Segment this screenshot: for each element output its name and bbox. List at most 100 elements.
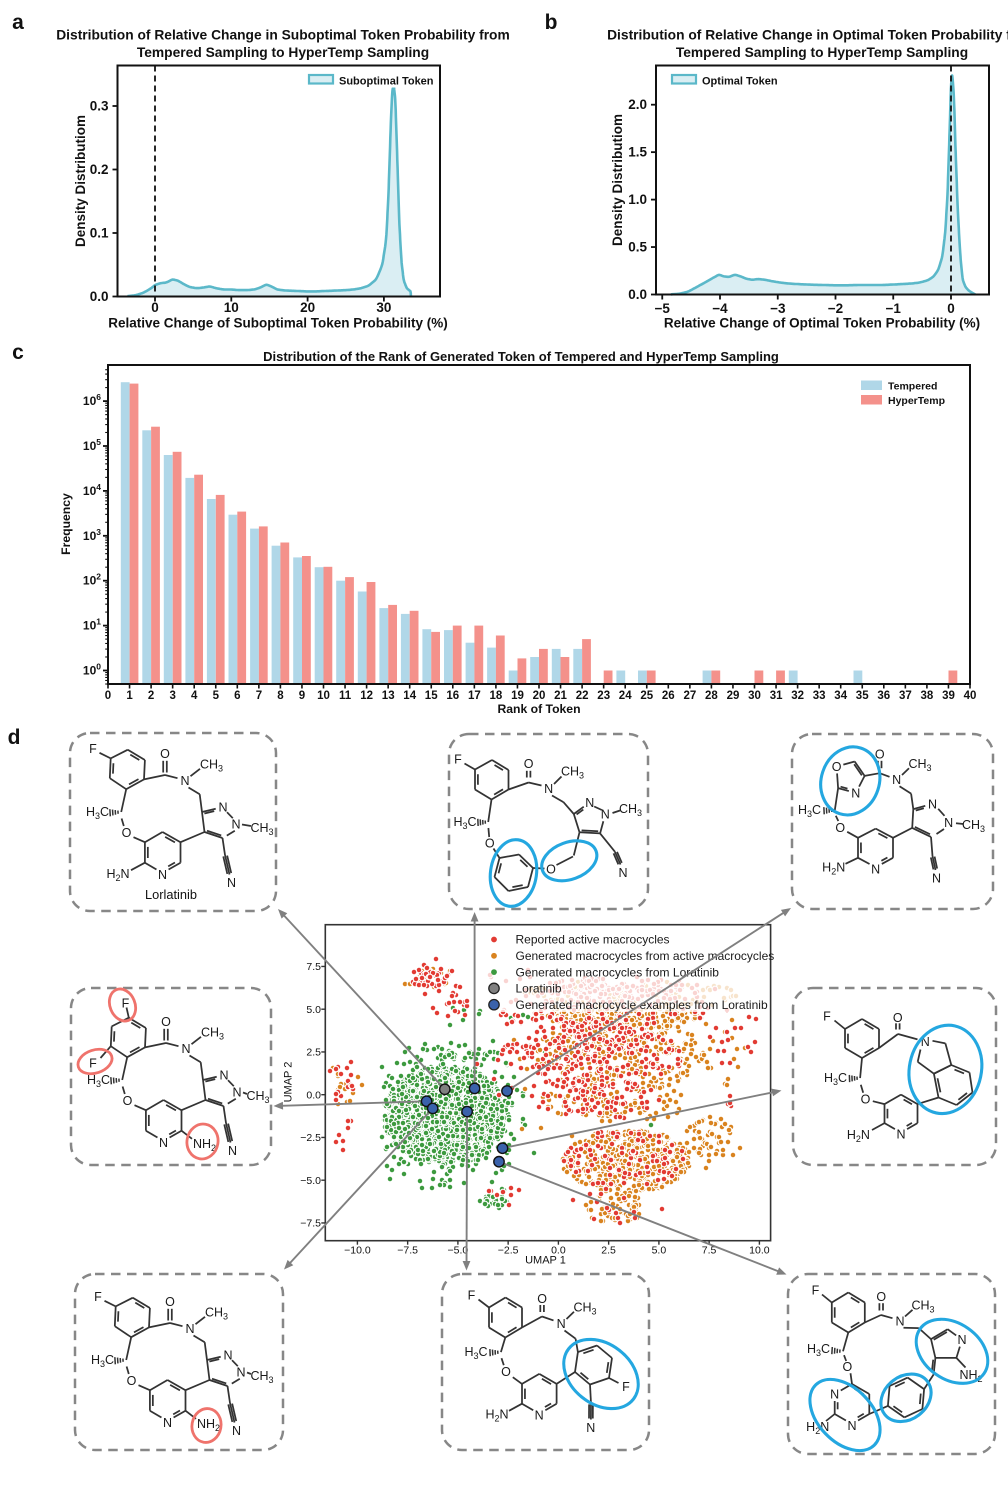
svg-text:21: 21 <box>554 690 567 702</box>
svg-text:Generated macrocycles from act: Generated macrocycles from active macroc… <box>516 949 775 963</box>
svg-text:−2: −2 <box>828 301 843 316</box>
svg-text:−5: −5 <box>654 301 670 316</box>
svg-text:5.0: 5.0 <box>652 1245 667 1257</box>
svg-text:Tempered Sampling to HyperTemp: Tempered Sampling to HyperTemp Sampling <box>137 45 429 60</box>
svg-text:N: N <box>227 876 236 890</box>
svg-text:−5.0: −5.0 <box>448 1245 469 1257</box>
svg-text:O: O <box>861 1093 871 1107</box>
svg-text:O: O <box>843 1360 853 1374</box>
svg-text:N: N <box>895 1314 904 1328</box>
svg-text:O: O <box>835 821 845 835</box>
svg-text:22: 22 <box>576 690 589 702</box>
svg-text:9: 9 <box>299 690 305 702</box>
svg-text:Rank of Token: Rank of Token <box>497 702 580 716</box>
svg-text:O: O <box>127 1374 137 1388</box>
svg-text:40: 40 <box>964 690 977 702</box>
svg-text:29: 29 <box>727 690 740 702</box>
svg-text:CH3: CH3 <box>205 1306 228 1322</box>
svg-text:N: N <box>236 1366 245 1380</box>
svg-text:O: O <box>485 837 495 851</box>
svg-text:H3C: H3C <box>807 1342 830 1358</box>
svg-text:31: 31 <box>770 690 783 702</box>
svg-text:30: 30 <box>376 300 391 315</box>
svg-text:34: 34 <box>834 690 847 702</box>
svg-text:UMAP 2: UMAP 2 <box>283 1062 295 1103</box>
svg-text:c: c <box>12 341 24 364</box>
svg-text:Tempered Sampling to HyperTemp: Tempered Sampling to HyperTemp Sampling <box>676 45 968 60</box>
svg-text:O: O <box>524 757 534 771</box>
svg-text:O: O <box>501 1365 511 1379</box>
svg-text:N: N <box>847 1419 856 1433</box>
svg-text:39: 39 <box>942 690 955 702</box>
svg-text:Distribution of Relative Chang: Distribution of Relative Change in Optim… <box>607 28 1008 43</box>
svg-text:F: F <box>468 1288 476 1302</box>
svg-text:O: O <box>832 760 842 774</box>
svg-text:Optimal Token: Optimal Token <box>702 76 778 88</box>
svg-text:1.0: 1.0 <box>628 192 647 207</box>
svg-text:H2N: H2N <box>485 1408 508 1424</box>
svg-text:10.0: 10.0 <box>749 1245 770 1257</box>
svg-text:Reported active macrocycles: Reported active macrocycles <box>516 933 670 947</box>
svg-text:a: a <box>12 11 24 34</box>
svg-text:15: 15 <box>425 690 438 702</box>
svg-text:H3C: H3C <box>87 1073 110 1089</box>
svg-text:20: 20 <box>300 300 315 315</box>
svg-text:0.0: 0.0 <box>306 1089 321 1101</box>
svg-text:NH2: NH2 <box>197 1417 220 1433</box>
svg-text:N: N <box>896 1128 905 1142</box>
svg-text:HyperTemp: HyperTemp <box>888 395 945 407</box>
svg-text:0.3: 0.3 <box>90 99 109 114</box>
svg-text:N: N <box>544 782 553 796</box>
svg-text:0.0: 0.0 <box>628 287 647 302</box>
svg-text:18: 18 <box>490 690 503 702</box>
svg-text:38: 38 <box>921 690 934 702</box>
svg-text:28: 28 <box>705 690 718 702</box>
svg-text:N: N <box>535 1409 544 1423</box>
svg-text:H2N: H2N <box>106 867 129 883</box>
svg-text:N: N <box>830 1388 839 1402</box>
svg-text:10: 10 <box>224 300 239 315</box>
svg-text:1.5: 1.5 <box>628 145 647 160</box>
svg-text:F: F <box>89 1057 97 1071</box>
svg-text:CH3: CH3 <box>250 821 273 837</box>
svg-text:11: 11 <box>339 690 352 702</box>
svg-text:CH3: CH3 <box>619 802 642 818</box>
svg-text:O: O <box>123 1094 133 1108</box>
svg-text:F: F <box>89 742 97 756</box>
svg-text:16: 16 <box>446 690 459 702</box>
svg-text:O: O <box>165 1295 175 1309</box>
svg-text:36: 36 <box>877 690 890 702</box>
svg-text:N: N <box>185 1322 194 1336</box>
svg-text:N: N <box>601 808 610 822</box>
svg-text:−2.5: −2.5 <box>498 1245 519 1257</box>
svg-text:0.5: 0.5 <box>628 240 647 255</box>
svg-text:N: N <box>892 773 901 787</box>
svg-text:O: O <box>160 747 170 761</box>
svg-text:−2.5: −2.5 <box>300 1132 321 1144</box>
svg-text:N: N <box>871 862 880 876</box>
svg-text:Lorlatinib: Lorlatinib <box>145 887 197 902</box>
svg-text:10: 10 <box>317 690 330 702</box>
svg-text:CH3: CH3 <box>250 1369 273 1385</box>
svg-text:2: 2 <box>148 690 154 702</box>
svg-text:CH3: CH3 <box>908 757 931 773</box>
svg-text:7.5: 7.5 <box>306 961 321 973</box>
svg-text:N: N <box>932 872 941 886</box>
svg-text:33: 33 <box>813 690 826 702</box>
svg-text:2.5: 2.5 <box>306 1047 321 1059</box>
svg-text:O: O <box>546 862 556 876</box>
svg-text:N: N <box>851 787 860 801</box>
svg-text:Relative Change of Optimal Tok: Relative Change of Optimal Token Probabi… <box>664 316 980 331</box>
svg-text:−3: −3 <box>770 301 786 316</box>
svg-text:H2N: H2N <box>822 861 845 877</box>
svg-text:Tempered: Tempered <box>888 381 937 393</box>
svg-text:O: O <box>875 747 885 761</box>
svg-text:N: N <box>180 774 189 788</box>
svg-text:N: N <box>618 866 627 880</box>
svg-text:CH3: CH3 <box>573 1301 596 1317</box>
svg-text:N: N <box>218 801 227 815</box>
svg-text:7: 7 <box>256 690 262 702</box>
svg-text:H3C: H3C <box>798 803 821 819</box>
svg-text:Generated macrocycles from Lor: Generated macrocycles from Loratinib <box>516 965 720 979</box>
svg-text:Distribution of Relative Chang: Distribution of Relative Change in Subop… <box>56 28 510 43</box>
